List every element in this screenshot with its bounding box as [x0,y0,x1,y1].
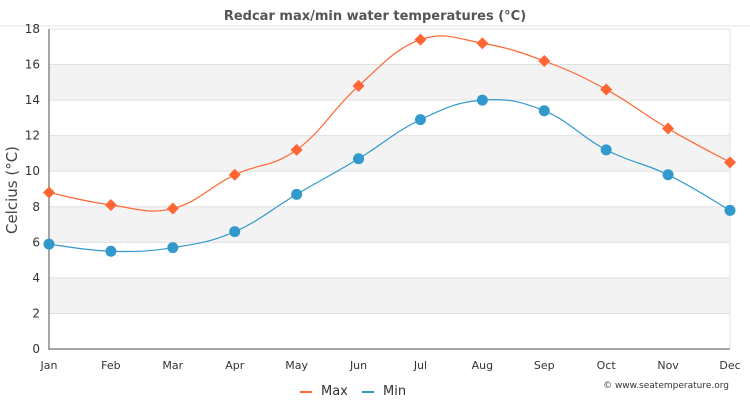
x-axis-ticks: Jan Feb Mar Apr May Jun Jul Aug Sep Oct Nov Dec [40,359,741,372]
data-point-min[interactable] [43,238,55,250]
x-tick-label: May [285,359,308,372]
y-tick-label: 18 [25,22,40,36]
data-point-min[interactable] [662,169,674,181]
plot-band [49,242,730,278]
y-tick-label: 6 [32,235,40,249]
x-tick-label: Sep [534,359,555,372]
data-point-min[interactable] [724,204,736,216]
data-point-max[interactable] [290,143,303,156]
data-point-max[interactable] [662,122,675,135]
x-tick-label: Nov [657,359,679,372]
y-axis-label: Celcius (°C) [3,146,21,234]
data-point-min[interactable] [600,144,612,156]
x-tick-label: Jan [40,359,58,372]
data-point-max[interactable] [600,83,613,96]
plot-band [49,313,730,349]
plot-band [49,64,730,101]
x-tick-label: Mar [162,359,183,372]
data-point-max[interactable] [414,33,427,46]
x-tick-label: Oct [597,359,617,372]
data-point-max[interactable] [166,202,179,215]
x-tick-label: Dec [719,359,740,372]
data-point-max[interactable] [538,55,551,67]
plot-band [49,29,730,65]
plot-bands [49,29,730,349]
data-point-max[interactable] [352,79,365,92]
data-point-max[interactable] [43,186,55,199]
data-point-max[interactable] [476,37,489,50]
data-point-min[interactable] [353,153,365,165]
x-tick-label: Apr [225,359,245,372]
legend-label-max: Max [321,384,348,399]
data-point-min[interactable] [476,94,488,106]
legend-label-min: Min [383,384,406,399]
gridlines [48,28,731,350]
data-point-min[interactable] [229,226,241,238]
series-group [43,33,736,257]
data-point-min[interactable] [291,188,303,200]
legend-item-min[interactable]: Min [362,384,406,399]
x-tick-label: Feb [101,359,120,372]
legend: Max Min [300,384,406,399]
series-max [43,33,736,215]
y-tick-label: 14 [25,93,40,107]
x-tick-label: Jun [349,359,367,372]
plot-band [49,171,730,207]
data-point-max[interactable] [724,156,736,169]
data-point-min[interactable] [167,242,179,254]
data-point-min[interactable] [414,114,426,126]
plot-band [49,135,730,172]
plot-band [49,277,730,314]
legend-item-max[interactable]: Max [300,384,348,399]
x-tick-label: Jul [413,359,427,372]
series-min [43,94,736,257]
data-point-min[interactable] [105,245,117,257]
y-tick-label: 2 [32,306,40,320]
plot-band [49,206,730,243]
y-tick-label: 10 [25,164,40,178]
y-tick-label: 0 [32,342,40,356]
plot-band [49,100,730,136]
y-tick-label: 12 [25,129,40,143]
chart-title: Redcar max/min water temperatures (°C) [224,9,526,24]
x-tick-label: Aug [472,359,493,372]
data-point-min[interactable] [538,105,550,117]
y-axis-ticks: 0 2 4 6 8 10 12 14 16 18 [25,22,40,356]
y-tick-label: 4 [32,271,40,285]
data-point-max[interactable] [104,199,117,211]
y-tick-label: 8 [32,200,40,214]
data-point-max[interactable] [228,168,241,181]
y-tick-label: 16 [25,58,40,72]
credit-link[interactable]: © www.seatemperature.org [603,381,729,391]
